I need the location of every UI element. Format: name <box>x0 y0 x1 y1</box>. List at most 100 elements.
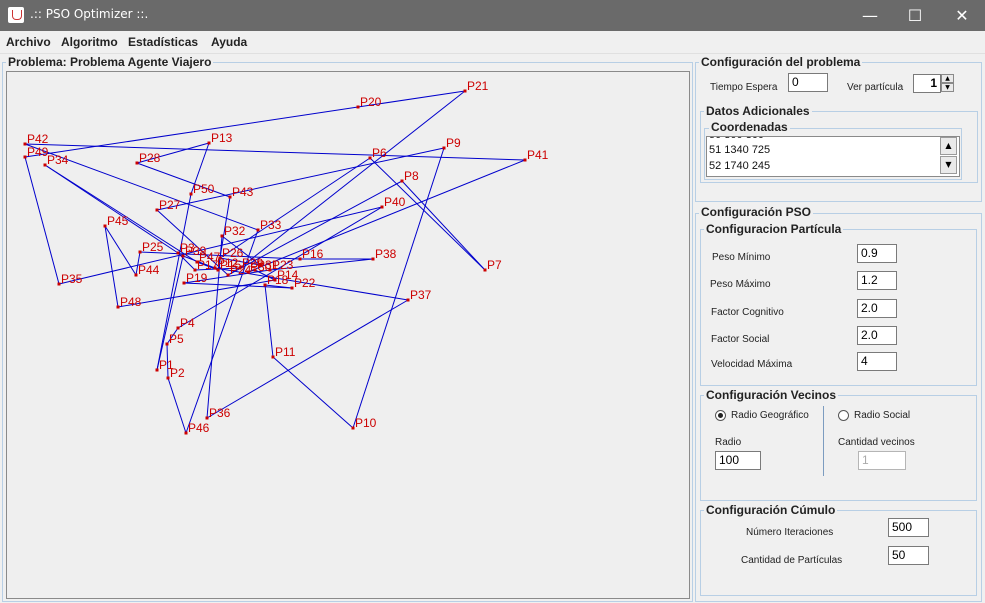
route-edge <box>104 225 137 276</box>
list-item[interactable]: 50 300 300 <box>709 137 764 141</box>
city-label: P46 <box>188 421 210 435</box>
config-vecinos-panel <box>700 395 977 501</box>
route-edge <box>166 343 169 379</box>
ver-particula-spinner[interactable]: 1 <box>913 74 941 93</box>
close-button[interactable]: ✕ <box>955 6 969 25</box>
route-edge <box>272 356 354 429</box>
num-iteraciones-input[interactable]: 500 <box>888 518 929 537</box>
title-bar: .:: PSO Optimizer ::. — ☐ ✕ <box>0 0 985 31</box>
tiempo-espera-input[interactable]: 0 <box>788 73 828 92</box>
menu-ayuda[interactable]: Ayuda <box>211 35 248 49</box>
route-edge <box>369 157 486 271</box>
config-pso-title: Configuración PSO <box>699 205 814 219</box>
city-label: P31 <box>257 258 279 272</box>
route-edge <box>177 252 196 271</box>
peso-maximo-input[interactable]: 1.2 <box>857 271 897 290</box>
city-point <box>155 368 159 372</box>
radio-geografico-button[interactable] <box>715 410 726 421</box>
city-point <box>380 205 384 209</box>
scroll-up-button[interactable]: ▲ <box>940 137 957 155</box>
list-item[interactable]: 52 1740 245 <box>709 160 771 172</box>
city-label: P22 <box>294 276 316 290</box>
route-edge <box>206 235 223 419</box>
city-point <box>57 282 61 286</box>
coordenadas-title: Coordenadas <box>709 120 790 134</box>
cantidad-vecinos-input[interactable]: 1 <box>858 451 906 470</box>
radio-social-button[interactable] <box>838 410 849 421</box>
city-label: P27 <box>159 198 181 212</box>
city-point <box>351 426 355 430</box>
config-particula-title: Configuracion Partícula <box>704 222 844 236</box>
city-point <box>356 105 360 109</box>
city-label: P6 <box>372 146 387 160</box>
problem-panel <box>2 62 693 602</box>
list-item[interactable]: 51 1340 725 <box>709 144 771 156</box>
city-point <box>218 256 222 260</box>
city-label: P28 <box>139 151 161 165</box>
route-edge <box>135 251 141 276</box>
city-point <box>134 273 138 277</box>
city-label: P34 <box>47 153 69 167</box>
velocidad-maxima-input[interactable]: 4 <box>857 352 897 371</box>
route-edge <box>264 284 293 289</box>
minimize-button[interactable]: — <box>862 6 878 25</box>
city-label: P17 <box>197 258 219 272</box>
city-point <box>166 376 170 380</box>
radio-social-label[interactable]: Radio Social <box>854 410 911 421</box>
route-edge <box>219 157 371 259</box>
menu-algoritmo[interactable]: Algoritmo <box>61 35 118 49</box>
city-point <box>483 268 487 272</box>
city-label: P29 <box>242 256 264 270</box>
factor-social-input[interactable]: 2.0 <box>857 326 897 345</box>
scroll-down-button[interactable]: ▼ <box>940 156 957 174</box>
city-point <box>184 431 188 435</box>
city-point <box>271 355 275 359</box>
config-cumulo-panel <box>700 510 977 596</box>
vecinos-divider <box>823 406 824 476</box>
city-label: P43 <box>232 185 254 199</box>
coordenadas-list[interactable]: 50 300 300 51 1340 725 52 1740 245 <box>706 136 960 177</box>
spinner-down-button[interactable]: ▼ <box>941 83 954 92</box>
city-label: P45 <box>107 214 129 228</box>
route-edge <box>221 235 261 266</box>
datos-adicionales-panel <box>700 111 978 183</box>
city-label: P32 <box>224 224 246 238</box>
route-edge <box>264 284 274 358</box>
maximize-button[interactable]: ☐ <box>907 6 923 25</box>
route-edge <box>352 147 445 429</box>
city-label: P2 <box>170 366 185 380</box>
factor-social-label: Factor Social <box>711 334 770 345</box>
city-point <box>371 257 375 261</box>
city-point <box>290 286 294 290</box>
menu-archivo[interactable]: Archivo <box>6 35 51 49</box>
factor-cognitivo-input[interactable]: 2.0 <box>857 299 897 318</box>
spinner-up-button[interactable]: ▲ <box>941 74 954 83</box>
menu-estadisticas[interactable]: Estadísticas <box>128 35 199 49</box>
route-edge <box>58 206 383 285</box>
cantidad-particulas-input[interactable]: 50 <box>888 546 929 565</box>
city-point <box>176 326 180 330</box>
city-label: P23 <box>272 258 294 272</box>
city-label: P4 <box>180 316 195 330</box>
radio-geografico-label[interactable]: Radio Geográfico <box>731 410 809 421</box>
peso-minimo-input[interactable]: 0.9 <box>857 244 897 263</box>
route-edge <box>24 106 359 158</box>
city-label: P25 <box>142 240 164 254</box>
tiempo-espera-label: Tiempo Espera <box>710 82 778 93</box>
city-label: P48 <box>120 295 142 309</box>
city-label: P37 <box>410 288 432 302</box>
city-point <box>23 142 27 146</box>
java-app-icon <box>8 7 24 23</box>
route-edge <box>219 257 261 266</box>
city-label: P41 <box>527 148 549 162</box>
city-point <box>155 208 159 212</box>
radio-input[interactable]: 100 <box>715 451 761 470</box>
route-edge <box>117 279 276 308</box>
city-label: P8 <box>404 169 419 183</box>
city-point <box>195 260 199 264</box>
route-edge <box>357 90 466 108</box>
city-point <box>165 342 169 346</box>
city-label: P19 <box>186 271 208 285</box>
city-label: P20 <box>360 95 382 109</box>
city-point <box>442 146 446 150</box>
